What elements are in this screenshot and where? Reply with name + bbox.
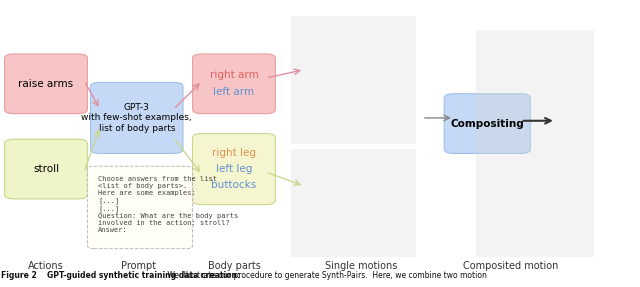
Text: GPT-3
with few-shot examples,
list of body parts: GPT-3 with few-shot examples, list of bo…	[81, 103, 192, 133]
Text: raise arms: raise arms	[19, 79, 74, 89]
Text: GPT-guided synthetic training data creation:: GPT-guided synthetic training data creat…	[47, 271, 241, 280]
FancyBboxPatch shape	[91, 82, 183, 154]
Text: right arm: right arm	[209, 70, 259, 80]
FancyBboxPatch shape	[193, 133, 275, 205]
Text: buttocks: buttocks	[211, 180, 257, 190]
Text: left arm: left arm	[213, 87, 255, 97]
Text: Compositing: Compositing	[451, 119, 524, 129]
Bar	[476, 30, 594, 257]
Text: Prompt: Prompt	[121, 261, 156, 271]
Text: Body parts: Body parts	[207, 261, 260, 271]
Text: We illustrate our procedure to generate Synth-Pairs.  Here, we combine two motio: We illustrate our procedure to generate …	[165, 271, 487, 280]
FancyBboxPatch shape	[444, 94, 531, 154]
Bar	[291, 149, 415, 257]
Text: stroll: stroll	[33, 164, 59, 174]
FancyBboxPatch shape	[4, 139, 88, 199]
Bar	[291, 15, 415, 144]
FancyBboxPatch shape	[4, 54, 88, 114]
Text: left leg: left leg	[216, 164, 252, 174]
Text: Choose answers from the list
<list of body parts>.
Here are some examples:
[...]: Choose answers from the list <list of bo…	[99, 176, 239, 233]
Text: Actions: Actions	[28, 261, 64, 271]
Text: Single motions: Single motions	[325, 261, 397, 271]
Text: right leg: right leg	[212, 148, 256, 158]
FancyBboxPatch shape	[193, 54, 275, 114]
Text: Composited motion: Composited motion	[463, 261, 559, 271]
FancyBboxPatch shape	[88, 166, 193, 249]
Text: Figure 2: Figure 2	[1, 271, 42, 280]
